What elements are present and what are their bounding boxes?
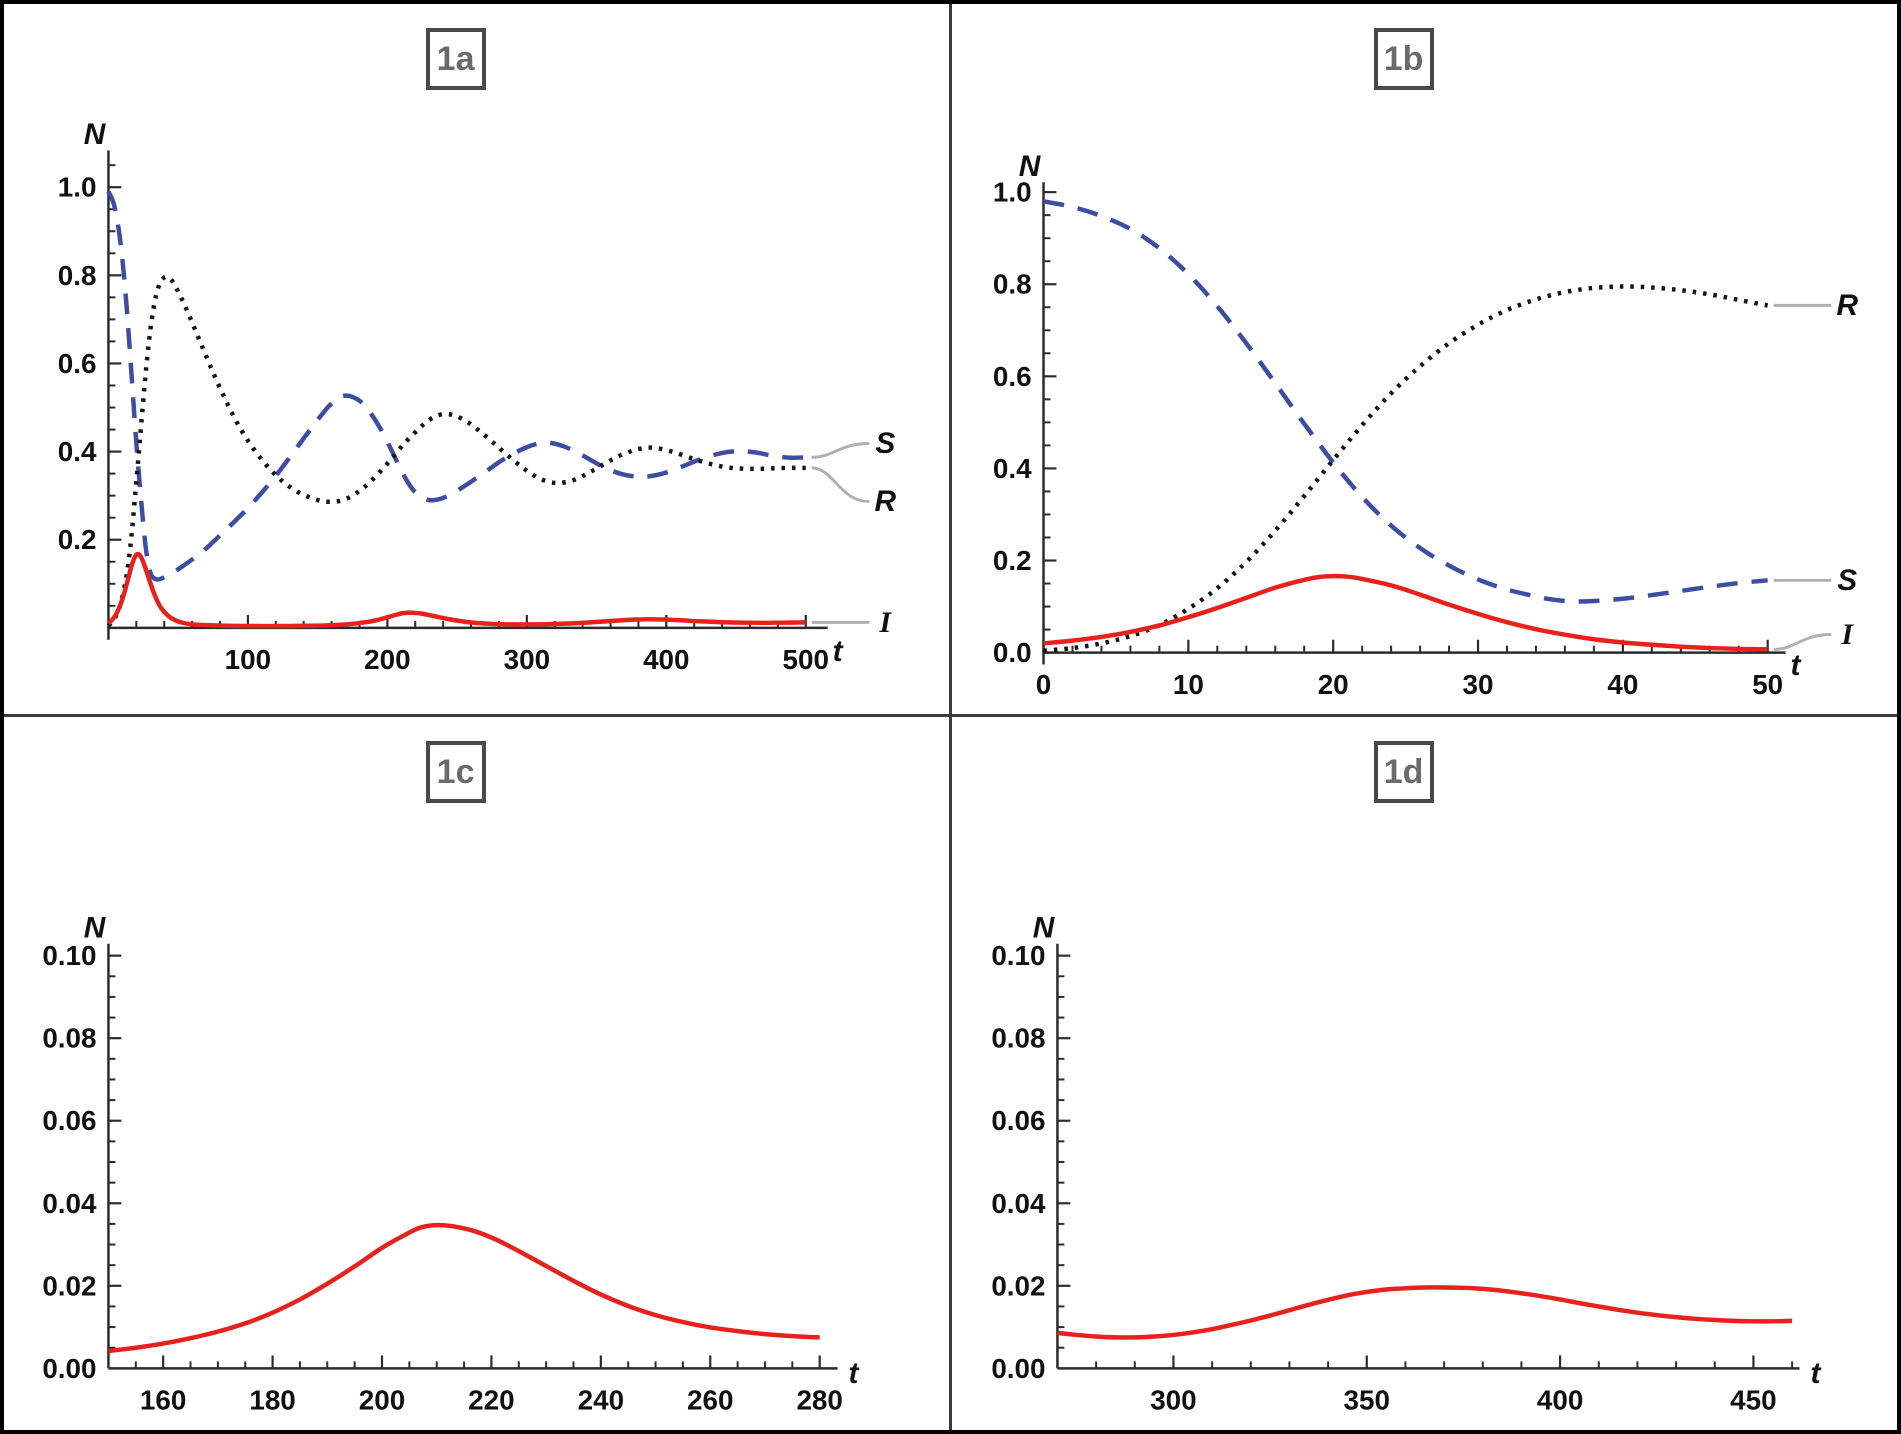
y-tick-label: 0.6 [993, 361, 1032, 392]
x-tick-label: 200 [364, 644, 410, 675]
curve-R [1043, 284, 1769, 653]
x-axis-label: t [833, 635, 844, 668]
y-tick-label: 0.2 [58, 524, 97, 555]
leader-line-S [811, 441, 870, 459]
curve-R [106, 274, 806, 628]
panel-1a-title: 1a [436, 39, 475, 78]
y-tick-label: 0.04 [991, 1188, 1046, 1219]
curve-label-S: S [1837, 564, 1857, 597]
y-origin-label: 0.0 [993, 637, 1032, 668]
y-tick-label: 0.6 [58, 348, 97, 379]
x-tick-label: 40 [1607, 669, 1638, 700]
x-tick-label: 260 [687, 1385, 733, 1416]
x-tick-label: 180 [249, 1385, 295, 1416]
y-tick-label: 0.8 [58, 260, 97, 291]
panel-1b-title-box: 1b [1373, 28, 1434, 90]
x-tick-label: 400 [643, 644, 689, 675]
curve-I [1043, 573, 1768, 652]
curve-S [106, 190, 806, 582]
y-axis-label: N [84, 911, 107, 944]
y-tick-label: 0.02 [42, 1270, 96, 1301]
y-origin-label: 0.00 [991, 1353, 1045, 1384]
panel-1a-title-box: 1a [425, 28, 486, 90]
panel-1d-plot: 300 350 400 450 0.02 0.04 0.06 0.08 0.10 0.00 Nt [991, 911, 1821, 1416]
y-tick-label: 1.0 [993, 177, 1032, 208]
y-tick-label: 0.08 [991, 1023, 1045, 1054]
x-tick-label: 350 [1344, 1385, 1390, 1416]
x-tick-label: 0 [1036, 669, 1051, 700]
leader-line-I [1773, 633, 1832, 651]
y-tick-label: 0.06 [991, 1105, 1045, 1136]
x-tick-label: 500 [783, 644, 829, 675]
x-tick-label: 450 [1730, 1385, 1776, 1416]
y-axis-label: N [1033, 911, 1056, 944]
curve-label-S: S [875, 427, 895, 460]
curve-S [1043, 199, 1768, 604]
curve-label-I: I [879, 606, 893, 639]
x-tick-label: 280 [796, 1385, 842, 1416]
curve-label-R: R [875, 485, 897, 518]
panel-1c-plot: 160 180 200 220 240 260 280 0.02 0.04 0.06 0.08 0.1… [42, 911, 860, 1416]
curve-label-R: R [1836, 289, 1858, 322]
panel-1d-title-box: 1d [1373, 741, 1434, 803]
y-tick-label: 0.10 [991, 940, 1045, 971]
x-axis-label: t [849, 1357, 860, 1390]
panel-1d: 1d 300 350 400 450 0.02 0.04 0.06 0.08 0.10 0.00 N… [952, 717, 1897, 1430]
panel-1c-title: 1c [436, 752, 475, 791]
y-tick-label: 0.8 [993, 269, 1032, 300]
x-tick-label: 10 [1173, 669, 1204, 700]
x-tick-label: 300 [1150, 1385, 1196, 1416]
panel-1a-plot: 100 200 300 400 500 0.2 0.4 0.6 0.8 1.0 Nt SR I [58, 118, 897, 675]
panel-1d-title: 1d [1383, 752, 1424, 791]
y-tick-label: 0.4 [993, 453, 1032, 484]
y-tick-label: 0.2 [993, 545, 1032, 576]
x-tick-label: 160 [140, 1385, 186, 1416]
x-tick-label: 50 [1752, 669, 1783, 700]
y-tick-label: 0.06 [42, 1105, 96, 1136]
y-tick-label: 0.02 [991, 1270, 1045, 1301]
leader-line-R [811, 466, 870, 504]
x-tick-label: 300 [504, 644, 550, 675]
y-axis-label: N [1019, 150, 1041, 183]
x-axis-label: t [1791, 649, 1802, 682]
y-origin-label: 0.00 [42, 1353, 96, 1384]
y-tick-label: 0.4 [58, 436, 97, 467]
x-tick-label: 30 [1463, 669, 1494, 700]
panel-1c-title-box: 1c [425, 741, 486, 803]
y-tick-label: 0.10 [42, 940, 96, 971]
y-tick-label: 1.0 [58, 172, 97, 203]
curve-label-I: I [1840, 618, 1854, 651]
x-axis-label: t [1810, 1357, 1821, 1390]
curve-I [1057, 1285, 1793, 1340]
panel-1c: 1c 160 180 200 220 240 260 280 0.02 0.04 0.06 0.08… [4, 717, 952, 1430]
x-tick-label: 400 [1537, 1385, 1583, 1416]
panel-1b-plot: 0 10 20 30 40 50 0.2 0.4 0.6 0.8 1.0 0.0 Nt S R I [993, 150, 1859, 700]
panel-1b-title: 1b [1383, 39, 1424, 78]
y-axis-label: N [84, 118, 106, 151]
y-tick-label: 0.08 [42, 1023, 96, 1054]
x-tick-label: 220 [468, 1385, 514, 1416]
x-tick-label: 240 [578, 1385, 624, 1416]
x-tick-label: 200 [359, 1385, 405, 1416]
curve-I [108, 1222, 820, 1354]
x-tick-label: 100 [225, 644, 271, 675]
curve-I [106, 551, 806, 629]
y-tick-label: 0.04 [42, 1188, 97, 1219]
x-tick-label: 20 [1318, 669, 1349, 700]
